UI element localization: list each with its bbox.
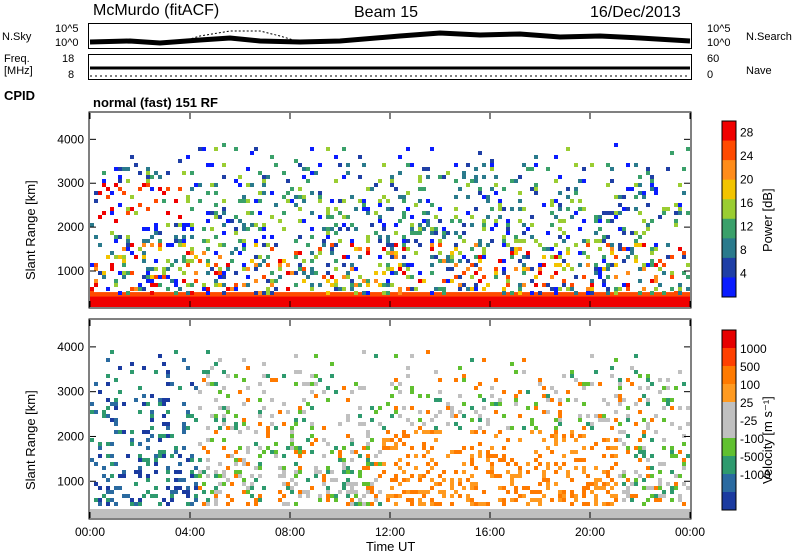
x-tick-label: 16:00: [475, 525, 505, 539]
axes-layer: 00:00 04:00 08:00 12:00 16:00 20:00 00:00 1000 2…: [57, 113, 705, 539]
velocity-colorbar-swatch: [722, 438, 736, 457]
power-frame: [88, 111, 692, 309]
freq-panel: [88, 54, 692, 80]
velocity-colorbar-swatch: [722, 456, 736, 475]
velocity-colorbar-tick: -25: [740, 414, 758, 428]
velocity-colorbar-swatch: [722, 474, 736, 493]
power-ylabel: Slant Range [km]: [23, 180, 38, 280]
velocity-colorbar-tick: 100: [740, 378, 760, 392]
power-colorbar-tick: 16: [740, 196, 754, 210]
velocity-colorbar-tick: 25: [740, 396, 754, 410]
x-tick-label: 00:00: [75, 525, 105, 539]
velocity-colorbar-tick: 500: [740, 360, 760, 374]
beam-title: Beam 15: [354, 4, 419, 21]
velocity-colorbar-swatch: [722, 402, 736, 421]
x-tick-label: 20:00: [575, 525, 605, 539]
nsearch-label: N.Search: [746, 31, 792, 43]
cpid-label: CPID: [4, 88, 36, 103]
nsky-panel: [88, 23, 692, 49]
nsky-tick-top: 10^5: [55, 23, 79, 35]
y-tick-label: 2000: [57, 220, 84, 234]
power-colorbar-swatch: [722, 277, 736, 298]
power-colorbar-swatch: [722, 218, 736, 239]
y-tick-label: 4000: [57, 340, 84, 354]
velocity-colorbar-tick: -1000: [740, 468, 771, 482]
velocity-colorbar-swatch: [722, 330, 736, 349]
velocity-frame: [88, 318, 692, 520]
velocity-colorbar-label: Velocity [m s⁻¹]: [760, 396, 775, 484]
nsky-tick-bottom: 10^0: [55, 37, 79, 49]
nsearch-tick-bottom: 10^0: [707, 37, 731, 49]
nave-tick-top: 60: [707, 53, 720, 65]
velocity-ylabel: Slant Range [km]: [23, 390, 38, 490]
time-axis-label: Time UT: [366, 539, 416, 554]
nsky-trace: [89, 30, 691, 46]
power-colorbar-tick: 8: [740, 243, 747, 257]
y-tick-label: 1000: [57, 264, 84, 278]
power-colorbar-swatch: [722, 140, 736, 161]
nave-label: Nave: [746, 65, 772, 77]
power-colorbar-tick: 4: [740, 267, 747, 281]
power-colorbar-tick: 24: [740, 149, 754, 163]
freq-tick-top: 18: [62, 53, 75, 65]
freq-tick-bottom: 8: [68, 69, 75, 81]
y-tick-label: 1000: [57, 474, 84, 488]
nsky-label: N.Sky: [2, 31, 32, 43]
y-tick-label: 3000: [57, 385, 84, 399]
y-tick-label: 2000: [57, 429, 84, 443]
x-tick-label: 04:00: [175, 525, 205, 539]
power-colorbar-swatch: [722, 160, 736, 181]
date-title: 16/Dec/2013: [590, 4, 681, 21]
power-colorbar-tick: 12: [740, 220, 754, 234]
power-colorbar-swatch: [722, 238, 736, 259]
nave-tick-bottom: 0: [707, 69, 714, 81]
freq-label: Freq.: [4, 53, 30, 65]
velocity-colorbar-tick: 1000: [740, 342, 767, 356]
power-heatmap: [90, 113, 690, 307]
colorbars-layer: 4 8 12 16 20 24 28 1000 500 100 25 -25 -100 -500 -1000: [721, 120, 771, 511]
site-title: McMurdo (fitACF): [93, 2, 220, 19]
power-colorbar-swatch: [722, 179, 736, 200]
y-tick-label: 4000: [57, 132, 84, 146]
power-colorbar-swatch: [722, 121, 736, 142]
velocity-heatmap: [90, 320, 690, 518]
x-tick-label: 00:00: [675, 525, 705, 539]
y-tick-label: 3000: [57, 176, 84, 190]
velocity-colorbar-tick: -100: [740, 432, 764, 446]
velocity-colorbar-swatch: [722, 492, 736, 511]
velocity-colorbar-swatch: [722, 366, 736, 385]
freq-unit: [MHz]: [4, 65, 33, 77]
velocity-colorbar-swatch: [722, 420, 736, 439]
velocity-colorbar-tick: -500: [740, 450, 764, 464]
cpid-value: normal (fast) 151 RF: [93, 95, 218, 110]
power-colorbar-tick: 20: [740, 173, 754, 187]
x-tick-label: 08:00: [275, 525, 305, 539]
x-tick-label: 12:00: [375, 525, 405, 539]
power-colorbar-swatch: [722, 257, 736, 278]
velocity-colorbar-swatch: [722, 384, 736, 403]
power-colorbar-label: Power [dB]: [760, 188, 775, 252]
nsearch-tick-top: 10^5: [707, 23, 731, 35]
power-colorbar-tick: 28: [740, 126, 754, 140]
freq-trace: [90, 66, 690, 77]
power-colorbar-swatch: [722, 199, 736, 220]
velocity-colorbar-swatch: [722, 348, 736, 367]
